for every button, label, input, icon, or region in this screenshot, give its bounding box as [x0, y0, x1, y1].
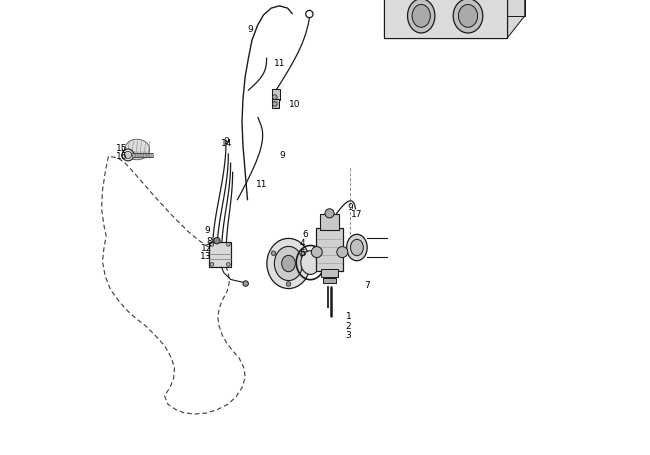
Circle shape [272, 102, 277, 107]
Text: 8: 8 [207, 237, 212, 246]
Polygon shape [402, 0, 525, 17]
Text: 11: 11 [274, 59, 285, 68]
Text: 2: 2 [346, 321, 351, 330]
Text: 6: 6 [302, 230, 308, 239]
Ellipse shape [301, 251, 320, 275]
Text: 1: 1 [346, 312, 351, 321]
Ellipse shape [274, 247, 303, 281]
Text: 9: 9 [248, 25, 254, 34]
Text: 14: 14 [221, 139, 233, 148]
Circle shape [243, 281, 248, 287]
Text: 4: 4 [300, 239, 306, 248]
Text: 13: 13 [200, 251, 211, 260]
Circle shape [271, 251, 276, 256]
FancyBboxPatch shape [272, 100, 280, 109]
Text: 11: 11 [255, 180, 267, 189]
Bar [384, 0, 508, 39]
Text: 9: 9 [204, 225, 210, 234]
Ellipse shape [350, 240, 363, 256]
Circle shape [210, 243, 214, 247]
Text: 9: 9 [348, 202, 354, 212]
FancyBboxPatch shape [272, 90, 280, 101]
Text: 3: 3 [346, 330, 351, 339]
Text: 7: 7 [364, 280, 369, 289]
Ellipse shape [412, 5, 430, 28]
Text: 10: 10 [289, 100, 300, 109]
Ellipse shape [458, 5, 478, 28]
Ellipse shape [408, 0, 435, 34]
Ellipse shape [125, 140, 150, 161]
Circle shape [311, 247, 322, 258]
Ellipse shape [281, 256, 295, 272]
Circle shape [286, 282, 291, 287]
FancyBboxPatch shape [209, 242, 231, 268]
Circle shape [301, 251, 305, 256]
Ellipse shape [346, 235, 367, 261]
FancyBboxPatch shape [320, 214, 339, 231]
Ellipse shape [267, 239, 310, 289]
Circle shape [272, 96, 277, 100]
Text: 9: 9 [224, 136, 229, 146]
Ellipse shape [453, 0, 483, 34]
FancyBboxPatch shape [321, 270, 338, 277]
Circle shape [226, 243, 230, 247]
Text: 9: 9 [280, 150, 285, 159]
Circle shape [317, 246, 322, 251]
Text: 5: 5 [299, 248, 305, 257]
FancyBboxPatch shape [322, 278, 337, 283]
Circle shape [122, 150, 134, 162]
Circle shape [226, 263, 230, 267]
Circle shape [325, 209, 334, 218]
Text: 17: 17 [352, 209, 363, 218]
Text: 15: 15 [116, 143, 127, 152]
Polygon shape [508, 0, 525, 39]
Bar [384, 0, 508, 39]
Circle shape [214, 238, 220, 244]
FancyBboxPatch shape [316, 229, 343, 272]
Text: 16: 16 [116, 152, 127, 161]
Circle shape [210, 263, 214, 267]
Circle shape [124, 152, 132, 159]
Circle shape [337, 247, 348, 258]
Text: 12: 12 [201, 243, 213, 253]
